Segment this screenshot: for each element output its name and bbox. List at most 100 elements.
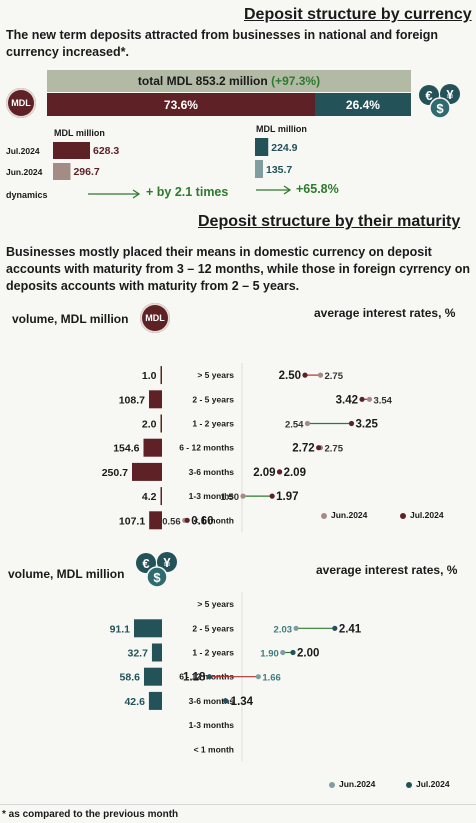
mdl-unit-label: MDL million	[54, 128, 105, 138]
fx-legend-jun-dot	[329, 781, 335, 788]
fx-legend-jun-label: Jun.2024	[339, 779, 376, 789]
mdl-share-segment: 73.6%	[47, 93, 315, 116]
rate-label-jun: 3.54	[373, 395, 392, 406]
maturity-category-label: 3-6 months	[189, 467, 235, 477]
rate-label-jul: 2.50	[279, 370, 301, 382]
section1-intro: The new term deposits attracted from bus…	[6, 28, 439, 59]
rate-dot-jun	[293, 625, 299, 631]
rate-label-jul: 2.72	[292, 443, 314, 455]
fx-volume-value: 224.9	[271, 142, 297, 154]
fx-unit-label: MDL million	[256, 124, 307, 134]
maturity-volume-value: 108.7	[119, 394, 145, 406]
dynamics-label: dynamics	[6, 190, 48, 200]
fx-share-segment: 26.4%	[314, 93, 411, 116]
maturity-category-label: 1-3 months	[189, 720, 235, 730]
maturity-category-label: 6 - 12 months	[179, 672, 234, 682]
total-deposits-bar: total MDL 853.2 million (+97.3%)	[47, 70, 411, 92]
rate-label-jun: 2.03	[274, 624, 293, 635]
maturity-volume-bar	[143, 438, 162, 457]
mdl-volume-bar	[53, 142, 90, 159]
mdl-legend-jun-dot	[321, 512, 327, 519]
rate-label-jun: 1.66	[262, 673, 281, 684]
maturity-volume-bar	[143, 667, 162, 686]
maturity-volume-value: 2.0	[142, 419, 157, 431]
rate-label-jul: 2.09	[284, 467, 306, 479]
rate-dot-jul	[316, 445, 322, 451]
maturity-category-label: 1 - 2 years	[192, 648, 234, 658]
maturity-volume-value: 107.1	[119, 515, 145, 527]
section1-title: Deposit structure by currency	[244, 6, 472, 23]
rate-label-jul: 1.97	[276, 491, 298, 503]
rate-dot-jul	[276, 469, 283, 475]
fx-volume-bar	[255, 160, 263, 178]
mdl-maturity-badge-label: MDL	[145, 313, 165, 323]
rate-label-jul: 0.60	[191, 515, 213, 527]
rate-dot-jul	[206, 674, 212, 680]
section2-title: Deposit structure by their maturity	[198, 213, 461, 230]
mdl-share-label: 73.6%	[163, 97, 198, 112]
mdl-dynamics-value: + by 2.1 times	[146, 185, 229, 199]
rate-dot-jun	[240, 493, 246, 499]
maturity-volume-bar	[134, 619, 162, 638]
fx-volume-label: volume, MDL million	[8, 567, 125, 581]
maturity-category-label: < 1 month	[194, 744, 234, 754]
svg-text:€: €	[425, 88, 432, 103]
rate-label-jul: 2.41	[339, 623, 362, 635]
mdl-maturity-chart: > 5 years 1.0 2.50 2.75 2 - 5 years 108.7 3.42…	[102, 363, 393, 533]
mdl-maturity-badge: MDL	[140, 303, 170, 333]
mdl-dynamics-arrow-icon	[88, 189, 141, 199]
rate-dot-jul	[184, 517, 190, 523]
maturity-category-label: 2 - 5 years	[192, 394, 234, 404]
fx-rates-label: average interest rates, %	[316, 563, 458, 577]
mdl-legend-jul-dot	[400, 512, 406, 519]
svg-text:$: $	[153, 570, 161, 585]
mdl-badge-label: MDL	[11, 98, 31, 108]
rate-dot-jul	[302, 372, 308, 378]
rate-dot-jul	[332, 625, 338, 631]
fx-dynamics-arrow-icon	[256, 185, 292, 195]
mdl-legend-jun: Jun.2024	[321, 510, 367, 520]
fx-legend-jun: Jun.2024	[329, 779, 375, 789]
total-change: (+97.3%)	[271, 74, 321, 88]
maturity-category-label: 6 - 12 months	[179, 443, 234, 453]
footnote: * as compared to the previous month	[2, 809, 179, 820]
maturity-volume-bar	[148, 390, 162, 409]
rate-dot-jul	[359, 396, 365, 402]
rate-label-jun: 2.75	[325, 371, 344, 382]
rate-label-jul: 2.00	[297, 648, 319, 660]
rate-dot-jun	[280, 649, 286, 656]
rate-label-jul: 1.34	[231, 696, 254, 708]
maturity-category-label: > 5 years	[197, 370, 234, 380]
maturity-volume-value: 32.7	[128, 648, 149, 660]
maturity-volume-value: 42.6	[124, 696, 145, 708]
mdl-rates-label: average interest rates, %	[314, 306, 456, 320]
rate-label-jun: 1.90	[260, 649, 279, 660]
rate-label-jul: 3.25	[356, 419, 379, 431]
fx-legend-jul-dot	[406, 781, 412, 788]
maturity-volume-bar	[160, 414, 162, 433]
total-text: total MDL 853.2 million	[137, 74, 268, 88]
mdl-legend-jul: Jul.2024	[400, 510, 444, 520]
mdl-volume-value: 628.3	[93, 145, 119, 157]
fx-legend-jul-label: Jul.2024	[416, 779, 450, 789]
currency-category-label: Jul.2024	[6, 146, 40, 156]
maturity-volume-value: 4.2	[142, 491, 157, 503]
maturity-category-label: 1 - 2 years	[192, 419, 234, 429]
maturity-volume-bar	[149, 511, 162, 530]
maturity-volume-bar	[160, 487, 162, 506]
rate-dot-jul	[223, 698, 229, 704]
rate-label-jun: 2.75	[325, 444, 344, 455]
rate-dot-jul	[269, 493, 275, 499]
mdl-volume-value: 296.7	[73, 166, 99, 178]
fx-legend-jul: Jul.2024	[406, 779, 450, 789]
rate-dot-jun	[255, 674, 261, 680]
maturity-category-label: > 5 years	[197, 599, 234, 609]
rate-label-jul: 2.09	[253, 467, 275, 479]
section2-intro: Businesses mostly placed their means in …	[6, 245, 470, 293]
maturity-volume-value: 250.7	[102, 467, 128, 479]
footnote-divider	[0, 804, 476, 805]
fx-volume-value: 135.7	[266, 164, 292, 176]
maturity-volume-value: 154.6	[113, 443, 139, 455]
currency-category-label: Jun.2024	[6, 167, 43, 177]
maturity-category-label: 3-6 months	[189, 696, 235, 706]
